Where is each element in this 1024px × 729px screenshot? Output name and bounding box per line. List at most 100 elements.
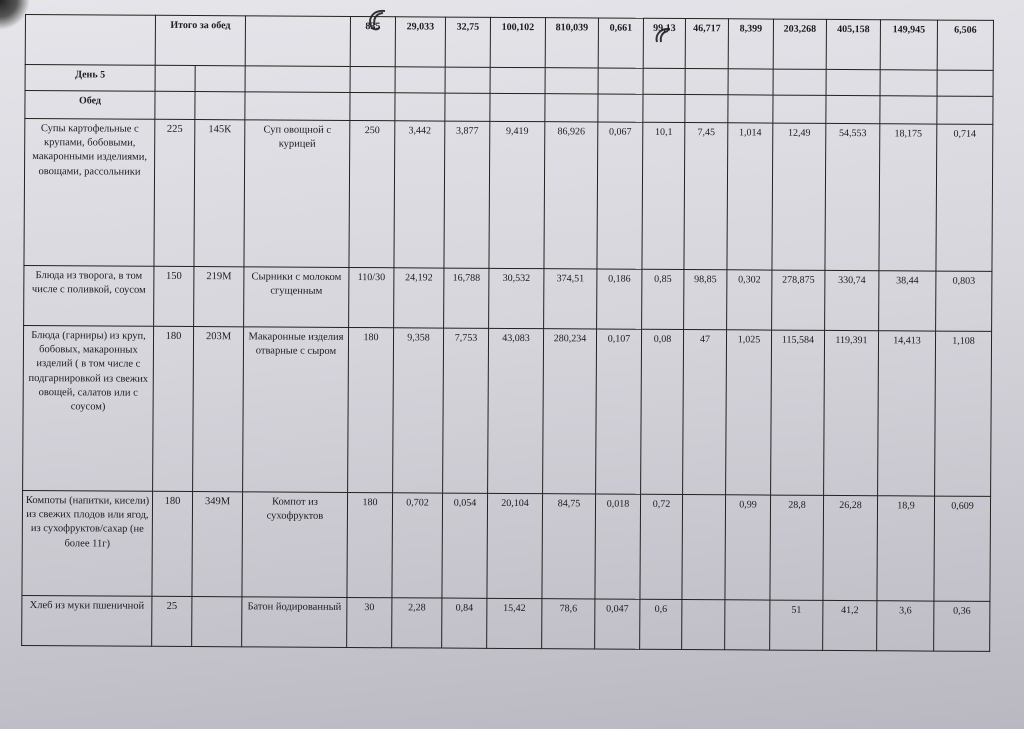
nutrient-value: 0,803 [935,271,992,332]
nutrient-value: 9,358 [392,327,444,494]
nutrient-value: 374,51 [543,268,597,329]
nutrient-value: 0,72 [639,494,683,600]
nutrient-value: 0,702 [391,492,443,599]
recipe-code [191,596,242,647]
nutrient-value: 51 [769,600,823,651]
nutrient-value: 0,85 [641,269,684,330]
nutrient-value: 119,391 [823,330,879,496]
empty-cell [155,65,196,92]
empty-cell [937,70,994,97]
total-value: 8,399 [728,18,774,70]
empty-cell [773,69,827,96]
nutrient-value: 0,107 [595,328,642,495]
ink-mark [369,9,386,31]
nutrient-value: 115,584 [770,330,825,496]
empty-cell [545,67,599,95]
dish-name: Суп овощной с курицей [243,119,350,268]
nutrient-value: 28,8 [769,495,824,601]
empty-cell [727,94,774,124]
nutrient-value: 38,44 [878,270,936,332]
nutrient-value: 0,84 [441,598,487,649]
nutrient-value: 30,532 [488,268,544,329]
nutrient-value: 18,175 [878,123,937,272]
total-value: 32,75 [445,17,491,68]
nutrient-value: 20,104 [486,493,543,599]
portion-size: 180 [152,326,194,492]
nutrient-value: 30 [346,597,392,648]
dish-row: Блюда (гарниры) из круп, бобовых, макаро… [22,325,992,497]
nutrient-value: 0,054 [441,493,488,599]
empty-cell [489,93,546,122]
nutrient-value: 180 [347,327,394,493]
empty-cell [643,68,686,95]
empty-cell [598,68,644,95]
total-value: 46,717 [685,18,729,69]
nutrient-value: 0,08 [640,329,684,495]
nutrient-value: 0,302 [726,269,772,331]
dish-category: Хлеб из муки пшеничной [21,595,152,647]
recipe-code: 203М [192,326,244,492]
total-value: 99,13 [643,18,686,69]
empty-cell [444,93,491,122]
nutrient-value: 3,877 [443,121,490,269]
nutrient-value: 0,609 [933,496,991,602]
ink-mark [655,27,671,43]
nutrient-value [681,599,725,650]
nutrient-value: 9,419 [488,121,545,269]
nutrient-value: 0,067 [596,122,643,270]
nutrient-value: 54,553 [824,123,880,271]
nutrient-value: 41,2 [822,600,877,651]
dish-row: Блюда из творога, в том числе с поливкой… [23,265,992,332]
empty-cell [25,14,156,66]
nutrient-value: 1,108 [934,331,992,497]
dish-name: Батон йодированный [241,596,347,648]
empty-cell [245,15,351,67]
nutrient-value: 18,9 [876,495,935,602]
recipe-code: 219М [193,266,244,327]
empty-cell [685,68,729,95]
nutrient-value: 0,6 [639,599,682,650]
nutrient-value: 10,1 [641,122,685,270]
nutrient-value: 0,714 [935,124,993,272]
nutrient-value: 2,28 [391,597,442,649]
totals-row: Итого за обед 835 29,033 32,75 100,102 810,0… [25,14,994,71]
empty-cell [395,66,446,94]
dish-category: Компоты (напитки, кисели) из свежих плод… [21,490,153,597]
total-value: 29,033 [395,16,446,68]
total-value: 405,158 [826,19,881,70]
total-value: 810,039 [545,17,599,69]
nutrient-value: 12,49 [771,123,826,271]
empty-cell [684,94,729,123]
total-value: 100,102 [490,17,546,68]
empty-cell [195,65,246,92]
dish-row: Хлеб из муки пшеничной 25 Батон йодированн… [21,595,990,652]
page-corner-shadow [0,0,30,30]
dish-category: Блюда (гарниры) из круп, бобовых, макаро… [22,325,154,492]
empty-cell [772,95,827,124]
empty-cell [544,93,599,123]
portion-size: 150 [153,266,194,327]
empty-cell [349,92,396,121]
nutrient-value: 16,788 [443,268,489,329]
nutrient-value: 26,28 [822,495,878,601]
empty-cell [445,67,491,94]
nutrient-value: 0,047 [594,598,640,650]
empty-cell [350,66,396,93]
nutrient-value: 78,6 [541,598,595,649]
empty-cell [490,67,546,94]
total-label: Итого за обед [155,15,246,66]
total-value: 149,945 [880,19,938,71]
nutrient-value: 98,85 [683,269,727,330]
nutrient-value: 0,99 [724,494,771,601]
total-value: 0,661 [598,18,644,69]
empty-cell [879,95,938,125]
dish-name: Сырники с молоком сгущенным [243,266,349,328]
empty-cell [245,65,351,93]
nutrient-value: 110/30 [348,267,394,328]
nutrient-value: 0,018 [594,493,641,600]
nutrient-value: 1,025 [725,329,772,496]
meal-label: Обед [24,90,156,120]
portion-size: 180 [151,491,193,597]
nutrient-value [724,599,770,651]
nutrient-value: 0,36 [933,601,990,652]
